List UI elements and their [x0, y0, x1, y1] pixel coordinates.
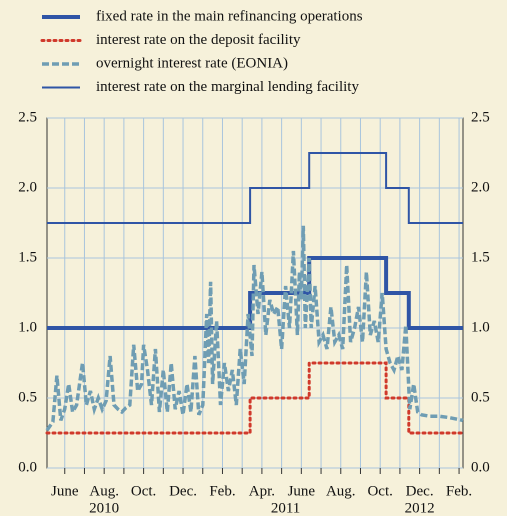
x-tick-label: Oct. — [131, 483, 156, 499]
x-tick-label: Dec. — [406, 483, 434, 499]
series-line — [45, 225, 464, 432]
y2-tick-label: 2.0 — [471, 179, 490, 195]
legend-label: interest rate on the deposit facility — [96, 32, 301, 48]
y2-tick-label: 1.5 — [471, 249, 490, 265]
y2-tick-label: 1.0 — [471, 319, 490, 335]
series-line — [47, 152, 463, 224]
y-tick-label: 2.0 — [18, 179, 37, 195]
year-label: 2010 — [89, 500, 119, 516]
y2-tick-label: 0.5 — [471, 389, 490, 405]
x-tick-label: Aug. — [89, 483, 119, 499]
legend-label: overnight interest rate (EONIA) — [96, 55, 288, 71]
y2-tick-label: 2.5 — [471, 109, 490, 125]
legend-label: fixed rate in the main refinancing opera… — [96, 8, 363, 24]
x-tick-label: June — [288, 483, 316, 499]
x-tick-label: Feb. — [209, 483, 235, 499]
y-tick-label: 2.5 — [18, 109, 37, 125]
x-tick-label: Feb. — [446, 483, 472, 499]
series-line — [47, 256, 463, 330]
legend-label: interest rate on the marginal lending fa… — [96, 79, 359, 95]
y-tick-label: 1.0 — [18, 319, 37, 335]
year-label: 2012 — [405, 500, 435, 516]
y2-tick-label: 0.0 — [471, 459, 490, 475]
x-tick-label: Apr. — [249, 483, 275, 499]
x-tick-label: June — [51, 483, 79, 499]
x-tick-label: Aug. — [326, 483, 356, 499]
series-line — [45, 361, 465, 435]
x-tick-label: Dec. — [169, 483, 197, 499]
year-label: 2011 — [271, 500, 300, 516]
y-tick-label: 0.5 — [18, 389, 37, 405]
x-tick-label: Oct. — [367, 483, 392, 499]
y-tick-label: 1.5 — [18, 249, 37, 265]
y-tick-label: 0.0 — [18, 459, 37, 475]
